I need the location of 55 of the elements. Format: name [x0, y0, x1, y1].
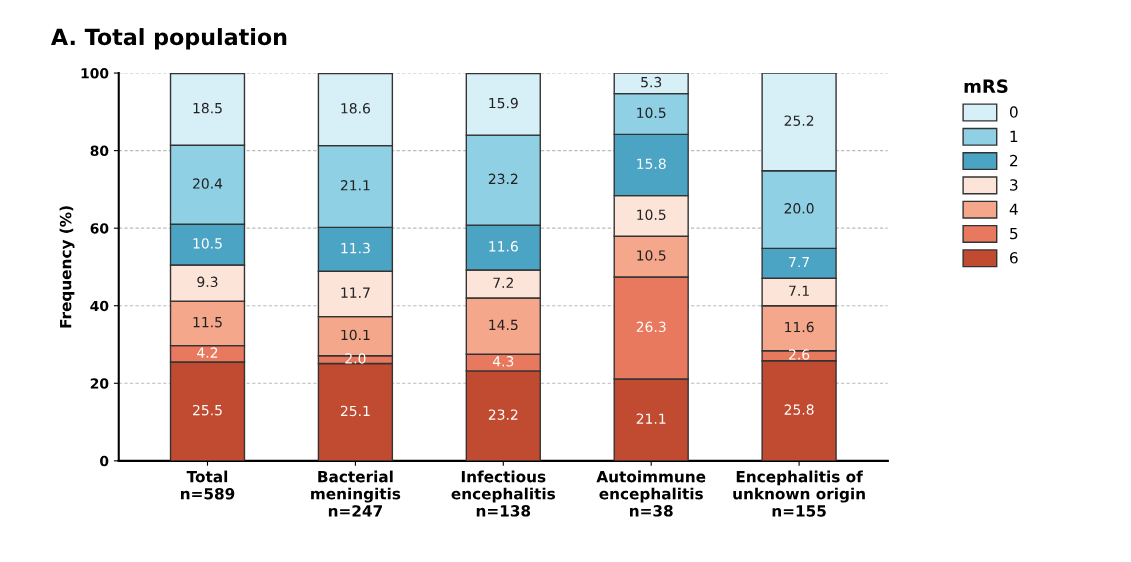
- data-label: 11.7: [341, 287, 370, 298]
- data-label: 2.6: [789, 349, 810, 360]
- legend-label: 2: [1010, 154, 1018, 167]
- data-label: 9.3: [197, 276, 218, 288]
- y-tick-label: 60: [90, 223, 109, 234]
- data-label: 25.1: [340, 405, 370, 417]
- data-label: 20.4: [193, 178, 223, 189]
- data-label: 15.8: [637, 158, 666, 169]
- legend-label: 5: [1010, 227, 1018, 240]
- y-tick-label: 0: [100, 455, 109, 467]
- data-label: 7.1: [789, 285, 809, 296]
- data-label: 18.6: [341, 103, 370, 114]
- legend-label: 4: [1009, 203, 1018, 215]
- data-label: 7.7: [789, 256, 809, 268]
- y-tick-label: 40: [90, 300, 109, 312]
- data-label: 21.1: [636, 413, 666, 424]
- legend-label: 1: [1010, 130, 1018, 142]
- data-label: 20.0: [784, 203, 814, 214]
- data-label: 21.1: [340, 180, 370, 191]
- data-label: 23.2: [488, 173, 518, 185]
- data-label: 25.5: [193, 404, 222, 416]
- data-label: 11.6: [489, 241, 518, 252]
- x-tick-label: Bacterial meningitis n=247: [311, 470, 401, 517]
- data-label: 18.5: [193, 102, 222, 114]
- data-label: 11.3: [341, 242, 370, 254]
- data-label: 10.5: [637, 209, 666, 220]
- legend-label: 6: [1010, 252, 1018, 264]
- data-label: 10.5: [637, 250, 666, 261]
- data-label: 25.2: [784, 115, 814, 126]
- data-label: 23.2: [488, 409, 518, 420]
- data-label: 25.8: [784, 404, 814, 415]
- data-label: 7.2: [493, 277, 513, 288]
- legend-label: 0: [1009, 106, 1018, 118]
- x-tick-label: Autoimmune encephalitis n=38: [596, 470, 706, 517]
- data-label: 10.5: [193, 238, 222, 249]
- data-label: 4.3: [492, 356, 514, 367]
- y-tick-label: 80: [90, 145, 109, 157]
- data-label: 4.2: [197, 347, 218, 358]
- x-tick-label: Infectious encephalitis n=138: [451, 470, 556, 517]
- data-label: 15.9: [489, 97, 518, 109]
- chart-title: A. Total population: [51, 28, 287, 50]
- x-tick-label: Total n=589: [181, 470, 235, 500]
- data-label: 11.6: [785, 321, 814, 333]
- y-tick-label: 100: [81, 68, 109, 79]
- data-label: 5.3: [641, 76, 662, 88]
- y-tick-label: 20: [90, 378, 109, 389]
- data-label: 10.5: [637, 107, 666, 118]
- data-label: 10.1: [341, 329, 370, 341]
- y-axis-title: Frequency (%): [59, 206, 75, 328]
- legend-label: 3: [1010, 179, 1018, 191]
- data-label: 26.3: [636, 321, 666, 333]
- data-label: 14.5: [489, 319, 518, 331]
- x-tick-label: Encephalitis of unknown origin n=155: [733, 470, 865, 517]
- data-label: 11.5: [193, 317, 222, 328]
- legend-title: mRS: [964, 79, 1008, 94]
